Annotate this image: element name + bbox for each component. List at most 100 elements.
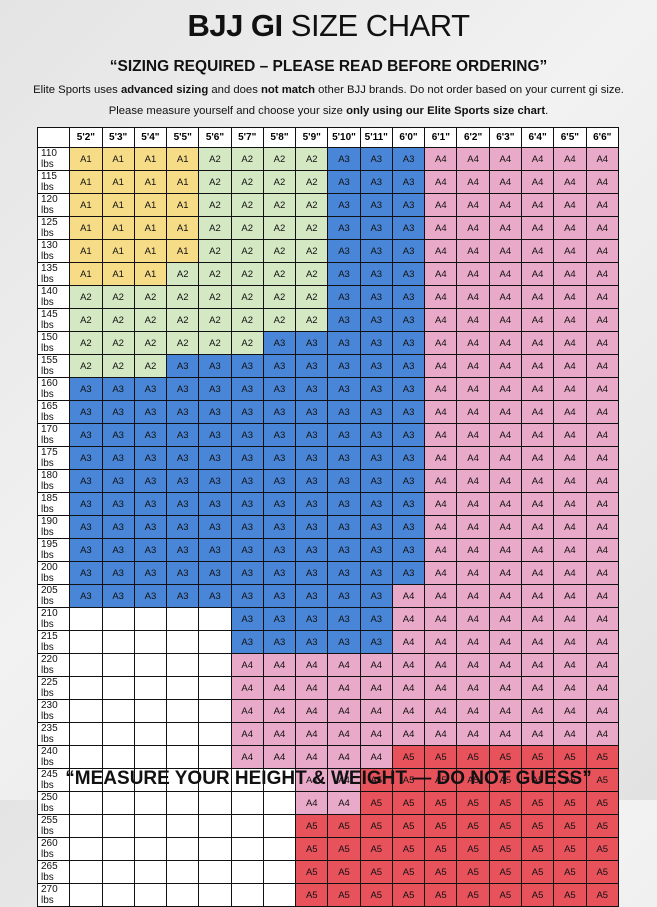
size-cell: A5 [520,837,555,861]
size-cell: A4 [456,630,490,654]
size-cell: A3 [262,331,297,355]
empty-cell [198,722,232,746]
row-label: 125 lbs [36,216,71,240]
size-cell: A4 [391,630,426,654]
size-cell: A3 [391,216,426,240]
size-cell: A2 [262,308,297,332]
row-label: 135 lbs [36,262,71,286]
size-cell: A3 [295,584,329,608]
size-cell: A1 [133,170,168,194]
size-cell: A4 [456,400,490,424]
size-cell: A4 [585,492,620,516]
size-cell: A3 [133,469,168,493]
size-cell: A3 [327,515,361,539]
size-cell: A4 [520,308,555,332]
empty-cell [230,791,264,815]
row-label: 235 lbs [36,722,71,746]
size-cell: A3 [230,354,264,378]
size-cell: A4 [520,676,555,700]
size-cell: A3 [166,446,200,470]
size-cell: A5 [553,860,587,884]
size-cell: A3 [391,423,426,447]
size-cell: A3 [327,147,361,171]
size-cell: A4 [488,653,522,677]
size-cell: A4 [520,446,555,470]
size-cell: A4 [553,584,587,608]
corner-cell [36,127,71,148]
size-cell: A3 [101,400,135,424]
size-cell: A4 [456,584,490,608]
size-cell: A3 [295,515,329,539]
size-cell: A3 [69,515,103,539]
column-header: 6'5" [553,127,587,148]
size-cell: A5 [295,814,329,838]
size-cell: A4 [488,469,522,493]
table-row: 255 lbs A5 A5 A5 A5 A5 A5 A5 A5 A5 A5 [36,814,620,838]
empty-cell [262,883,297,907]
empty-cell [101,814,135,838]
size-cell: A5 [424,883,458,907]
size-cell: A5 [359,837,393,861]
table-row: 195 lbs A3 A3 A3 A3 A3 A3 A3 A3 A3 A3 A3 A4 A4 A4 A4 A4 A… [36,538,620,562]
size-cell: A4 [424,308,458,332]
empty-cell [230,883,264,907]
size-cell: A4 [424,446,458,470]
size-cell: A3 [327,377,361,401]
size-cell: A4 [585,653,620,677]
size-cell: A4 [520,239,555,263]
size-cell: A4 [456,239,490,263]
empty-cell [69,791,103,815]
size-cell: A5 [553,791,587,815]
empty-cell [133,814,168,838]
row-label: 180 lbs [36,469,71,493]
size-cell: A3 [101,538,135,562]
text: only using our Elite Sports size chart [346,105,546,117]
size-cell: A3 [327,354,361,378]
size-cell: A4 [585,170,620,194]
column-header: 6'2" [456,127,490,148]
size-cell: A3 [262,630,297,654]
size-cell: A5 [585,837,620,861]
size-cell: A4 [488,331,522,355]
size-cell: A3 [359,630,393,654]
size-cell: A4 [520,492,555,516]
empty-cell [69,722,103,746]
size-cell: A3 [262,469,297,493]
size-cell: A4 [585,446,620,470]
table-row: 190 lbs A3 A3 A3 A3 A3 A3 A3 A3 A3 A3 A3 A4 A4 A4 A4 A4 A… [36,515,620,539]
size-cell: A4 [585,469,620,493]
size-cell: A1 [69,170,103,194]
size-cell: A4 [488,377,522,401]
size-cell: A4 [553,538,587,562]
note: Please measure yourself and choose your … [0,105,657,117]
size-cell: A5 [424,837,458,861]
size-cell: A3 [262,423,297,447]
size-cell: A3 [198,354,232,378]
empty-cell [101,883,135,907]
column-header: 6'3" [488,127,522,148]
empty-cell [166,653,200,677]
size-cell: A1 [166,216,200,240]
size-cell: A4 [424,492,458,516]
empty-cell [166,630,200,654]
size-cell: A1 [69,216,103,240]
empty-cell [166,607,200,631]
footer: “MEASURE YOUR HEIGHT & WEIGHT — DO NOT G… [65,768,592,789]
size-cell: A3 [359,561,393,585]
empty-cell [101,607,135,631]
size-cell: A4 [327,699,361,723]
size-cell: A3 [262,538,297,562]
table-row: 165 lbs A3 A3 A3 A3 A3 A3 A3 A3 A3 A3 A3 A4 A4 A4 A4 A4 A… [36,400,620,424]
size-cell: A3 [230,469,264,493]
size-cell: A3 [327,630,361,654]
size-cell: A5 [585,860,620,884]
size-cell: A1 [69,262,103,286]
size-cell: A3 [69,584,103,608]
row-label: 195 lbs [36,538,71,562]
size-cell: A4 [520,538,555,562]
column-header: 5'6" [198,127,232,148]
size-cell: A4 [488,699,522,723]
row-label: 265 lbs [36,860,71,884]
size-cell: A4 [327,722,361,746]
size-cell: A5 [359,814,393,838]
